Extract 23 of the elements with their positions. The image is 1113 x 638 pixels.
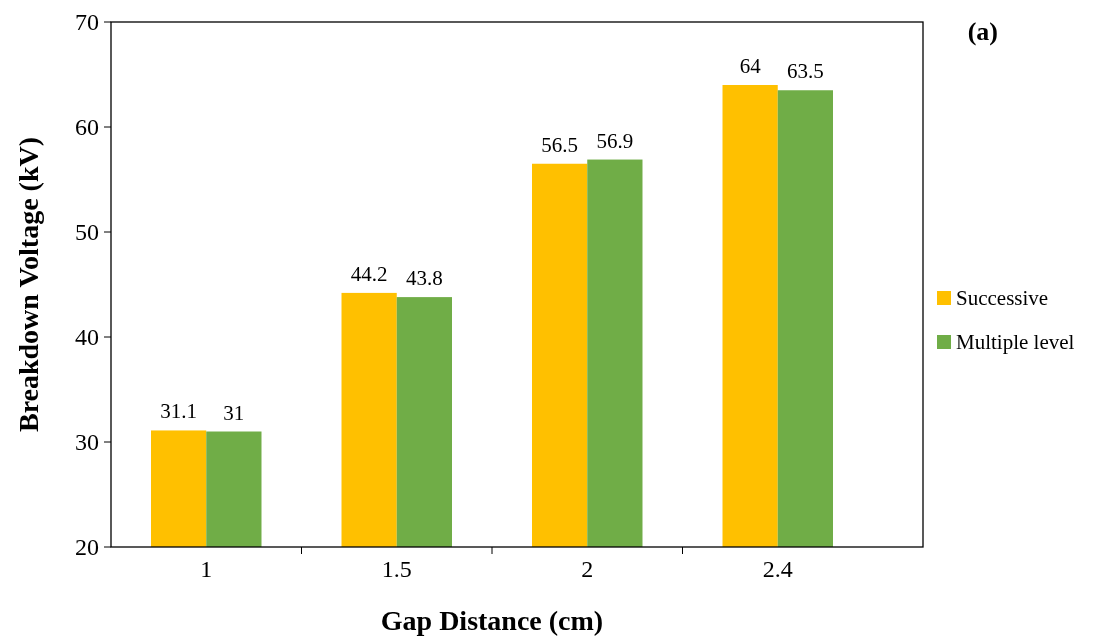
legend-label: Successive (956, 286, 1049, 311)
text: (a) (967, 17, 998, 46)
data-label: 56.9 (596, 128, 634, 153)
y-tick-label: 70 (75, 9, 99, 36)
data-label: 43.8 (406, 266, 443, 291)
data-label: 56.5 (541, 132, 578, 157)
x-axis-title: Gap Distance (cm) (380, 605, 604, 636)
y-tick-label: 40 (75, 324, 99, 351)
data-label: 44.2 (350, 261, 388, 286)
x-tick-label: 2.4 (762, 556, 793, 582)
y-axis-title: Breakdown Voltage (kV) (13, 136, 44, 433)
data-label: 64 (739, 54, 762, 78)
y-tick-label: 20 (75, 534, 99, 561)
legend-label: Multiple level (956, 330, 1075, 355)
data-label: 31.1 (160, 399, 197, 424)
x-tick-label: 1.5 (381, 556, 412, 582)
y-tick-label: 60 (75, 114, 99, 141)
data-label: 63.5 (787, 59, 824, 84)
data-label: 31 (223, 400, 245, 425)
y-tick-label: 30 (75, 429, 99, 456)
x-tick-label: 1 (200, 556, 213, 582)
x-tick-label: 2 (581, 556, 594, 582)
y-tick-label: 50 (75, 219, 99, 246)
